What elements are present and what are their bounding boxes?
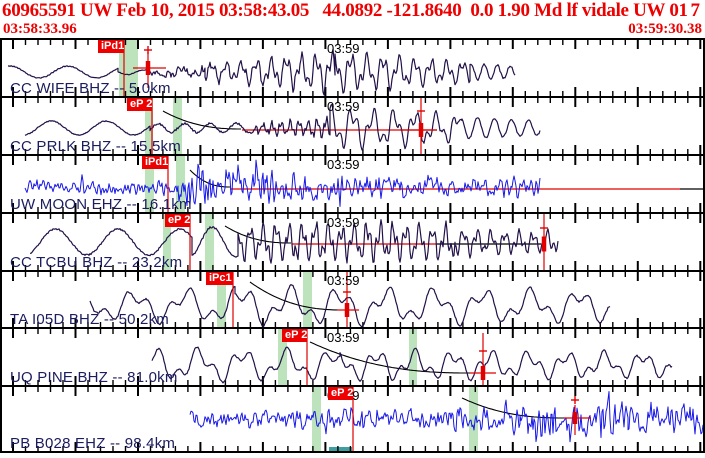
amplitude-marker[interactable] (470, 333, 496, 385)
pick-uncertainty-band (176, 156, 185, 212)
waveform-plot-area[interactable]: 03:59 iPd1 CC WIFE BHZ -- 5.0km 03:59 eP 2 CC… (0, 38, 705, 453)
trace-panel-wife[interactable]: 03:59 iPd1 CC WIFE BHZ -- 5.0km (0, 38, 705, 97)
waveform-trace[interactable] (7, 48, 516, 96)
minute-time-label: 03:59 (327, 273, 360, 288)
waveform-trace[interactable] (89, 284, 611, 328)
waveform-trace[interactable] (24, 103, 541, 151)
trace-panel-pine[interactable]: 03:59 eP 2 UQ PINE BHZ -- 81.0km (0, 327, 705, 386)
station-label: UQ PINE BHZ -- 81.0km (10, 369, 178, 386)
time-ticks (0, 40, 702, 96)
coda-decay-curve (162, 110, 241, 130)
time-ticks (0, 387, 702, 451)
station-label: CC WIFE BHZ -- 5.0km (10, 80, 171, 97)
waveform-trace[interactable] (189, 391, 705, 443)
pick-uncertainty-band (173, 98, 182, 154)
coda-duration-bar (329, 447, 352, 451)
pick-uncertainty-band (409, 329, 417, 385)
station-label: CC PRLK BHZ -- 15.5km (10, 138, 181, 155)
trace-panel-tcbu[interactable]: 03:59 eP 2 CC TCBU BHZ -- 23.2km (0, 212, 705, 271)
pick-flag[interactable]: eP 2 (282, 329, 307, 342)
waveform-trace[interactable] (151, 346, 673, 384)
coda-decay-curve (461, 397, 564, 419)
station-label: CC TCBU BHZ -- 23.2km (10, 254, 183, 271)
time-window-row: 03:58:33.96 03:59:30.38 (0, 21, 705, 38)
coda-decay-curve (224, 225, 291, 244)
trace-panel-prlk[interactable]: 03:59 eP 2 CC PRLK BHZ -- 15.5km (0, 96, 705, 155)
minute-time-label: 03:59 (327, 99, 360, 114)
minute-time-label: 03:59 (327, 215, 360, 230)
window-start-time: 03:58:33.96 (3, 21, 77, 37)
event-summary-title: 60965591 UW Feb 10, 2015 03:58:43.05 44.… (2, 0, 688, 21)
trace-count: 7 (690, 0, 701, 21)
minute-time-label: 03:59 (327, 157, 360, 172)
coda-decay-curve (309, 341, 470, 374)
pick-uncertainty-band (205, 214, 214, 270)
window-end-time: 03:59:30.38 (628, 21, 702, 37)
station-label: UW MOON EHZ -- 16.1km (10, 196, 192, 213)
pick-flag[interactable]: eP 2 (127, 98, 152, 111)
pick-uncertainty-band (469, 387, 478, 451)
waveform-trace[interactable] (24, 159, 541, 207)
plot-right-frame (703, 38, 705, 453)
plot-left-frame (0, 38, 2, 453)
coda-decay-curve (249, 281, 344, 311)
pick-flag[interactable]: iPd1 (98, 40, 124, 53)
amplitude-marker[interactable] (564, 396, 591, 435)
trace-panel-i05d[interactable]: 03:59 iPc1 TA I05D BHZ -- 50.2km (0, 270, 705, 328)
amplitude-marker[interactable] (540, 214, 548, 270)
pick-flag[interactable]: eP 2 (328, 387, 353, 400)
time-ticks (0, 214, 702, 270)
amplitude-marker[interactable] (133, 46, 166, 88)
trace-panel-moon[interactable]: 03:59 iPd1 UW MOON EHZ -- 16.1km (0, 154, 705, 213)
pick-uncertainty-band (217, 272, 226, 327)
amplitude-marker[interactable] (400, 98, 437, 154)
pick-flag[interactable]: iPc1 (206, 272, 233, 285)
time-ticks (0, 329, 702, 385)
pick-flag[interactable]: eP 2 (165, 214, 190, 227)
pick-uncertainty-band (163, 214, 171, 270)
station-label: PB B028 EHZ -- 98.4km (10, 435, 176, 452)
minute-time-label: 03:59 (327, 41, 360, 56)
pick-flag[interactable]: iPd1 (142, 156, 168, 169)
pick-uncertainty-band (145, 156, 154, 212)
waveform-trace[interactable] (30, 219, 559, 264)
amplitude-marker[interactable] (337, 272, 359, 327)
station-label: TA I05D BHZ -- 50.2km (10, 311, 169, 328)
header: 60965591 UW Feb 10, 2015 03:58:43.05 44.… (0, 0, 705, 22)
minute-time-label: 03:59 (327, 330, 360, 345)
pick-uncertainty-band (303, 272, 312, 327)
